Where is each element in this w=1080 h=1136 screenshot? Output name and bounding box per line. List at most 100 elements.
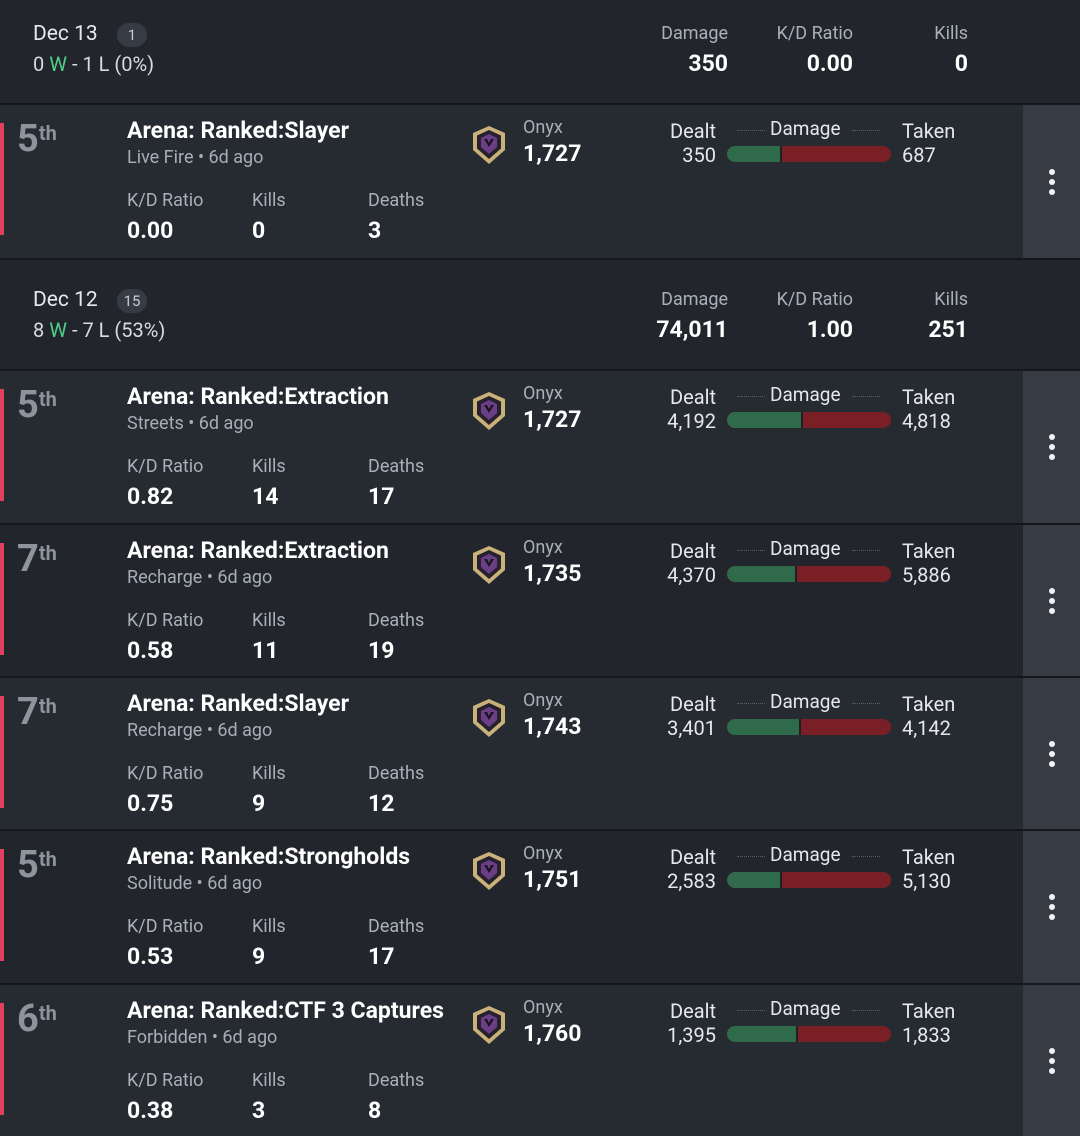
match-placement: 6th	[17, 997, 57, 1041]
match-row[interactable]: 5th Arena: Ranked:Extraction Streets • 6…	[0, 371, 1080, 525]
match-placement: 7th	[17, 537, 57, 581]
dealt-label: Dealt	[669, 539, 716, 563]
win-percentage: (0%)	[114, 52, 155, 76]
match-row[interactable]: 6th Arena: Ranked:CTF 3 Captures Forbidd…	[0, 985, 1080, 1136]
damage-dealt-value: 4,370	[667, 563, 716, 587]
match-map: Live Fire	[127, 147, 194, 168]
match-row[interactable]: 5th Arena: Ranked:Strongholds Solitude •…	[0, 831, 1080, 985]
rank-csr-value: 1,751	[523, 866, 582, 893]
damage-bar	[727, 719, 891, 735]
kd-ratio-stat: K/D Ratio 0.00	[127, 190, 204, 244]
damage-taken-value: 1,833	[902, 1023, 951, 1047]
day-damage-stat: Damage 74,011	[656, 289, 728, 343]
more-vertical-icon	[1048, 168, 1055, 195]
stat-label: Damage	[661, 23, 728, 44]
match-menu-button[interactable]	[1023, 371, 1080, 523]
damage-dealt-fill	[727, 872, 782, 888]
stat-label: Kills	[934, 23, 968, 44]
rank-csr-value: 1,743	[523, 713, 582, 740]
damage-dealt-value: 1,395	[667, 1023, 716, 1047]
match-mode-title: Arena: Ranked:Extraction	[127, 537, 389, 564]
damage-bar	[727, 872, 891, 888]
rank-csr-value: 1,727	[523, 406, 582, 433]
damage-dealt-fill	[727, 412, 804, 428]
match-map: Forbidden	[127, 1027, 208, 1048]
divider	[737, 550, 765, 551]
taken-label: Taken	[902, 845, 956, 869]
damage-label: Damage	[770, 117, 841, 140]
deaths-stat: Deaths 12	[368, 763, 425, 817]
losses-count: 7	[82, 318, 94, 342]
match-menu-button[interactable]	[1023, 678, 1080, 829]
damage-taken-value: 4,818	[902, 409, 951, 433]
loss-indicator	[0, 389, 4, 501]
divider	[852, 396, 880, 397]
kd-ratio-stat: K/D Ratio 0.82	[127, 456, 204, 510]
onyx-rank-icon	[473, 392, 505, 430]
taken-label: Taken	[902, 539, 956, 563]
match-menu-button[interactable]	[1023, 831, 1080, 983]
rank-tier-label: Onyx	[523, 537, 563, 558]
match-placement: 7th	[17, 690, 57, 734]
more-vertical-icon	[1048, 587, 1055, 614]
kd-ratio-stat: K/D Ratio 0.38	[127, 1070, 204, 1124]
damage-dealt-fill	[727, 146, 783, 162]
dealt-label: Dealt	[669, 119, 716, 143]
rank-tier-label: Onyx	[523, 690, 563, 711]
divider	[737, 703, 765, 704]
dealt-label: Dealt	[669, 692, 716, 716]
match-placement: 5th	[17, 383, 57, 427]
win-percentage: (53%)	[114, 318, 166, 342]
rank-csr-value: 1,735	[523, 560, 582, 587]
loss-indicator	[0, 696, 4, 808]
day-match-count-badge: 15	[117, 289, 147, 313]
rank-tier-label: Onyx	[523, 383, 563, 404]
kills-stat: Kills 11	[252, 610, 286, 664]
match-subtitle: Recharge • 6d ago	[127, 567, 273, 588]
deaths-stat: Deaths 8	[368, 1070, 425, 1124]
onyx-rank-icon	[473, 546, 505, 584]
day-header-dec-12: Dec 12 15 8 W - 7 L (53%) Damage 74,011 …	[0, 260, 1080, 371]
taken-label: Taken	[902, 385, 956, 409]
match-time: 6d ago	[222, 1027, 278, 1048]
losses-count: 1	[82, 52, 94, 76]
stat-label: K/D Ratio	[776, 289, 853, 310]
damage-dealt-fill	[727, 1026, 798, 1042]
match-menu-button[interactable]	[1023, 105, 1080, 258]
record-separator: -	[71, 318, 78, 342]
record-separator: -	[71, 52, 78, 76]
damage-bar	[727, 146, 891, 162]
divider	[737, 130, 765, 131]
match-row[interactable]: 5th Arena: Ranked:Slayer Live Fire • 6d …	[0, 105, 1080, 260]
taken-label: Taken	[902, 692, 956, 716]
match-row[interactable]: 7th Arena: Ranked:Slayer Recharge • 6d a…	[0, 678, 1080, 831]
day-damage-stat: Damage 350	[661, 23, 728, 77]
more-vertical-icon	[1048, 740, 1055, 767]
stat-value: 0.00	[806, 50, 853, 77]
stat-value: 350	[688, 50, 728, 77]
day-kd-stat: K/D Ratio 0.00	[777, 23, 853, 77]
match-map: Streets	[127, 413, 184, 434]
match-mode-title: Arena: Ranked:Extraction	[127, 383, 389, 410]
divider	[852, 1010, 880, 1011]
match-subtitle: Solitude • 6d ago	[127, 873, 263, 894]
damage-taken-value: 687	[902, 143, 936, 167]
match-map: Solitude	[127, 873, 193, 894]
divider	[852, 550, 880, 551]
match-row[interactable]: 7th Arena: Ranked:Extraction Recharge • …	[0, 525, 1080, 678]
stat-value: 74,011	[656, 316, 728, 343]
kills-stat: Kills 14	[252, 456, 286, 510]
match-subtitle: Recharge • 6d ago	[127, 720, 273, 741]
kills-stat: Kills 0	[252, 190, 286, 244]
match-menu-button[interactable]	[1023, 985, 1080, 1136]
kills-stat: Kills 9	[252, 916, 286, 970]
damage-label: Damage	[770, 843, 841, 866]
stat-value: 0	[954, 50, 968, 77]
damage-dealt-value: 350	[682, 143, 716, 167]
match-menu-button[interactable]	[1023, 525, 1080, 676]
divider	[852, 856, 880, 857]
divider	[852, 703, 880, 704]
wins-count: 8	[33, 318, 45, 342]
losses-label: L	[98, 318, 110, 342]
